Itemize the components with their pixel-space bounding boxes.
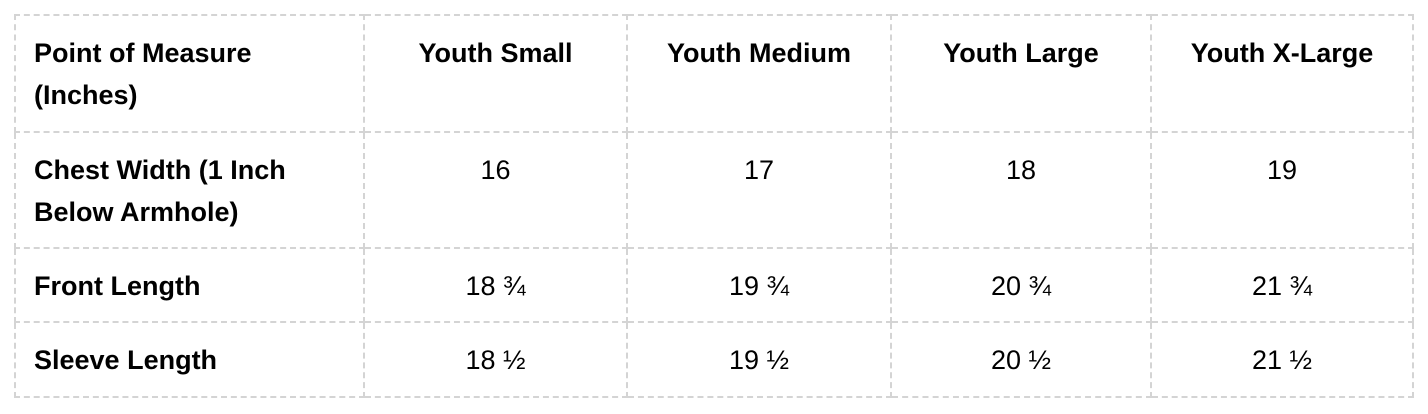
header-cell: Youth Medium: [626, 14, 892, 133]
table-body: Point of Measure (Inches) Youth Small Yout…: [14, 14, 1414, 398]
header-cell: Youth Large: [890, 14, 1152, 133]
measure-name: Front Length: [14, 247, 365, 323]
header-cell: Youth X-Large: [1150, 14, 1414, 133]
measure-value: 19 ½: [626, 321, 892, 398]
measure-value: 19: [1150, 131, 1414, 249]
size-chart: Point of Measure (Inches) Youth Small Yout…: [14, 14, 1414, 398]
measure-value: 21 ¾: [1150, 247, 1414, 323]
header-row: Point of Measure (Inches) Youth Small Yout…: [14, 14, 1414, 133]
measure-name: Sleeve Length: [14, 321, 365, 398]
measure-value: 19 ¾: [626, 247, 892, 323]
table-row: Sleeve Length 18 ½ 19 ½ 20 ½ 21 ½: [14, 321, 1414, 398]
measure-value: 18 ¾: [363, 247, 628, 323]
header-cell: Youth Small: [363, 14, 628, 133]
measure-value: 16: [363, 131, 628, 249]
measure-name: Chest Width (1 Inch Below Armhole): [14, 131, 365, 249]
measure-value: 18 ½: [363, 321, 628, 398]
measure-value: 20 ¾: [890, 247, 1152, 323]
table-row: Front Length 18 ¾ 19 ¾ 20 ¾ 21 ¾: [14, 247, 1414, 323]
measure-value: 17: [626, 131, 892, 249]
table-row: Chest Width (1 Inch Below Armhole) 16 17 18…: [14, 131, 1414, 249]
measure-value: 21 ½: [1150, 321, 1414, 398]
header-cell: Point of Measure (Inches): [14, 14, 365, 133]
measure-value: 18: [890, 131, 1152, 249]
measure-value: 20 ½: [890, 321, 1152, 398]
